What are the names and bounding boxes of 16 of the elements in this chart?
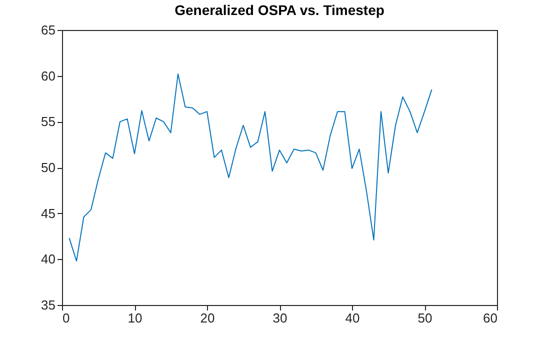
line-series: [68, 74, 432, 262]
x-tick-label: 40: [345, 310, 360, 326]
x-tick-label: 20: [200, 310, 215, 326]
x-tick-label: 10: [128, 310, 142, 326]
x-tick-label: 0: [62, 310, 70, 326]
x-tick-label: 50: [418, 310, 432, 326]
y-tick-label: 35: [41, 298, 56, 312]
y-tick-label: 50: [41, 160, 56, 175]
y-tick-label: 45: [41, 206, 56, 221]
y-tick-label: 40: [41, 252, 56, 267]
chart-title: Generalized OSPA vs. Timestep: [174, 2, 384, 18]
x-tick-label: 60: [483, 310, 498, 326]
y-tick-label: 65: [41, 22, 56, 38]
x-tick-label: 30: [272, 310, 288, 326]
y-tick-label: 55: [41, 114, 56, 130]
y-tick-label: 60: [41, 68, 56, 84]
